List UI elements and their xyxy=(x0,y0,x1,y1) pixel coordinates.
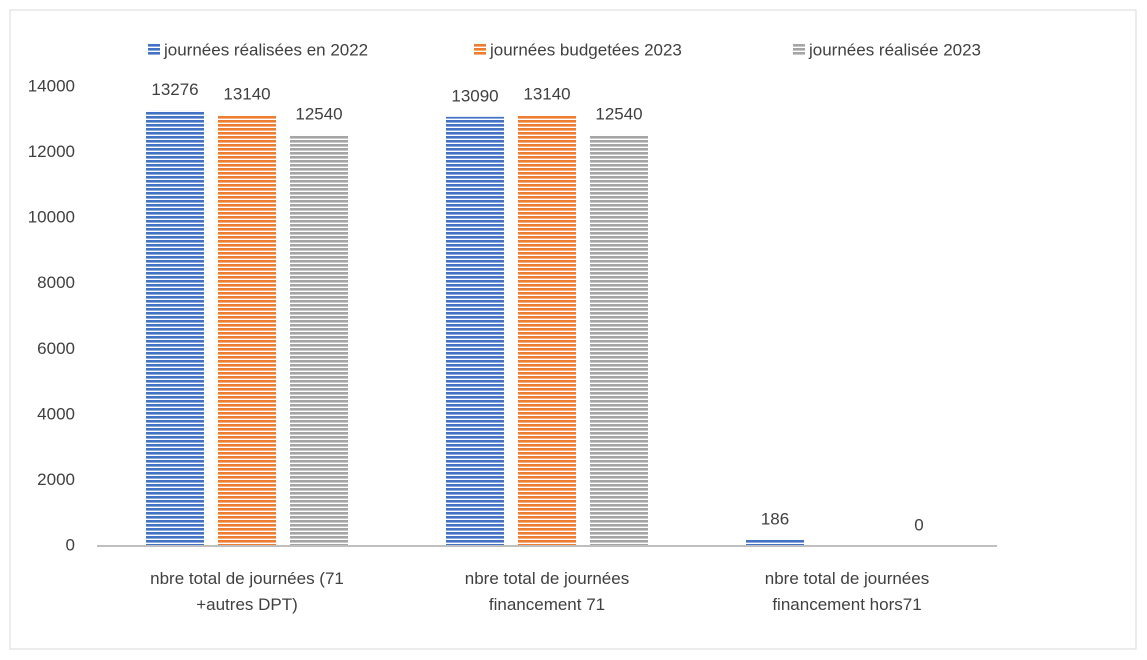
legend-label: journées réalisées en 2022 xyxy=(163,40,368,59)
y-tick-label: 6000 xyxy=(37,339,75,358)
y-tick-label: 8000 xyxy=(37,273,75,292)
legend-label: journées budgetées 2023 xyxy=(489,40,682,59)
legend-swatch xyxy=(474,44,486,56)
bar xyxy=(590,134,648,547)
y-tick-label: 0 xyxy=(66,535,75,554)
data-label: 12540 xyxy=(595,104,642,123)
bar xyxy=(518,115,576,547)
y-tick-label: 2000 xyxy=(37,470,75,489)
legend-swatch xyxy=(148,44,160,56)
y-tick-label: 4000 xyxy=(37,404,75,423)
x-tick-label: nbre total de journées financement hors7… xyxy=(764,569,930,614)
y-tick-label: 14000 xyxy=(28,76,75,95)
data-label: 13140 xyxy=(223,85,270,104)
data-label: 0 xyxy=(914,515,923,534)
legend-swatch xyxy=(793,44,805,56)
data-label: 12540 xyxy=(295,104,342,123)
bar xyxy=(218,115,276,547)
data-label: 186 xyxy=(761,509,789,528)
bar xyxy=(290,134,348,547)
bar xyxy=(746,539,804,546)
x-tick-label: nbre total de journées financement 71 xyxy=(464,569,630,614)
y-tick-label: 10000 xyxy=(28,208,75,227)
y-tick-label: 12000 xyxy=(28,142,75,161)
data-label: 13140 xyxy=(523,85,570,104)
x-tick-label: nbre total de journées (71 +autres DPT) xyxy=(150,569,344,614)
bar xyxy=(146,110,204,547)
data-label: 13090 xyxy=(451,86,498,105)
legend-label: journées réalisée 2023 xyxy=(808,40,981,59)
bar xyxy=(446,116,504,547)
data-label: 13276 xyxy=(151,80,198,99)
